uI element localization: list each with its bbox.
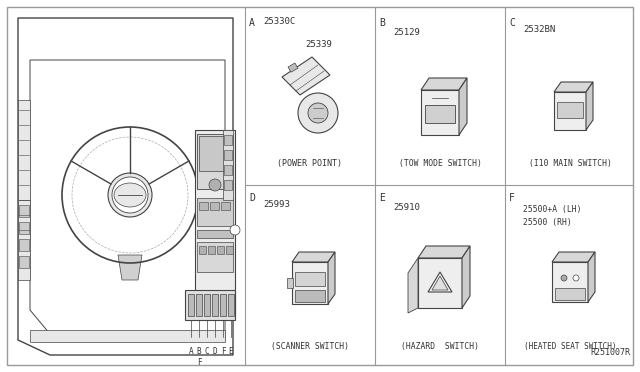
Text: (TOW MODE SWITCH): (TOW MODE SWITCH) — [399, 158, 481, 167]
Bar — [197, 198, 233, 226]
Bar — [425, 105, 455, 123]
Bar — [220, 294, 226, 316]
Text: 2532BN: 2532BN — [523, 25, 556, 34]
Bar — [195, 130, 235, 315]
Bar — [204, 294, 210, 316]
Ellipse shape — [114, 183, 146, 207]
Circle shape — [112, 177, 148, 213]
Bar — [199, 202, 208, 210]
Bar — [552, 262, 588, 302]
Text: A: A — [249, 18, 255, 28]
Bar — [197, 230, 233, 238]
Bar — [212, 294, 218, 316]
Text: 25500+A (LH): 25500+A (LH) — [523, 205, 582, 214]
Polygon shape — [118, 255, 142, 280]
Text: 25330C: 25330C — [263, 17, 295, 26]
Circle shape — [230, 225, 240, 235]
Bar — [221, 202, 230, 210]
Circle shape — [561, 275, 567, 281]
Bar — [421, 90, 459, 135]
Bar — [185, 290, 235, 320]
Circle shape — [298, 93, 338, 133]
Bar — [19, 256, 29, 268]
Bar — [224, 150, 232, 160]
Bar — [18, 200, 30, 280]
Polygon shape — [30, 60, 225, 340]
Text: E: E — [379, 193, 385, 203]
Bar — [223, 130, 233, 200]
Polygon shape — [432, 276, 448, 290]
Circle shape — [133, 190, 143, 200]
Bar — [287, 278, 293, 288]
Bar — [199, 136, 231, 171]
Text: A: A — [189, 347, 193, 356]
Bar — [554, 92, 586, 130]
Bar — [217, 246, 224, 254]
Bar — [224, 180, 232, 190]
Polygon shape — [282, 57, 330, 95]
Bar — [288, 63, 298, 72]
Text: R251007R: R251007R — [590, 348, 630, 357]
Text: F: F — [509, 193, 515, 203]
Polygon shape — [462, 246, 470, 308]
Bar — [199, 246, 206, 254]
Bar — [557, 102, 583, 118]
Polygon shape — [552, 252, 595, 262]
Polygon shape — [421, 78, 467, 90]
Bar — [210, 202, 219, 210]
Text: (SCANNER SWITCH): (SCANNER SWITCH) — [271, 343, 349, 352]
Bar — [418, 258, 462, 308]
Bar — [224, 165, 232, 175]
Bar — [555, 288, 585, 300]
Bar — [30, 330, 225, 342]
Bar — [295, 272, 325, 286]
Text: F: F — [221, 347, 225, 356]
Text: 25339: 25339 — [305, 40, 332, 49]
Text: D: D — [249, 193, 255, 203]
Text: 25129: 25129 — [393, 28, 420, 37]
Polygon shape — [588, 252, 595, 302]
Bar — [188, 294, 194, 316]
Bar — [19, 239, 29, 251]
Text: D: D — [212, 347, 218, 356]
Bar — [197, 134, 233, 189]
Bar — [196, 294, 202, 316]
Polygon shape — [328, 252, 335, 304]
Circle shape — [573, 275, 579, 281]
Circle shape — [308, 103, 328, 123]
Polygon shape — [408, 258, 418, 313]
Text: F: F — [196, 358, 202, 367]
Polygon shape — [418, 246, 470, 258]
Polygon shape — [292, 252, 335, 262]
Polygon shape — [18, 18, 233, 355]
Text: B: B — [196, 347, 202, 356]
Text: (POWER POINT): (POWER POINT) — [278, 158, 342, 167]
Bar — [19, 222, 29, 234]
Bar — [226, 246, 233, 254]
Text: 25993: 25993 — [263, 200, 290, 209]
Text: E: E — [228, 347, 234, 356]
Text: C: C — [205, 347, 209, 356]
Polygon shape — [459, 78, 467, 135]
Text: (HAZARD  SWITCH): (HAZARD SWITCH) — [401, 343, 479, 352]
Text: B: B — [379, 18, 385, 28]
Polygon shape — [554, 82, 593, 92]
Text: C: C — [509, 18, 515, 28]
Bar — [19, 205, 29, 217]
Circle shape — [108, 173, 152, 217]
Bar — [208, 246, 215, 254]
Bar — [295, 290, 325, 302]
Circle shape — [209, 179, 221, 191]
Polygon shape — [586, 82, 593, 130]
Text: 25500 (RH): 25500 (RH) — [523, 218, 572, 227]
Text: (HEATED SEAT SWITCH): (HEATED SEAT SWITCH) — [524, 343, 616, 352]
Bar — [224, 135, 232, 145]
Bar — [228, 294, 234, 316]
Bar — [292, 262, 328, 304]
Circle shape — [117, 190, 127, 200]
Text: (I10 MAIN SWITCH): (I10 MAIN SWITCH) — [529, 158, 611, 167]
Polygon shape — [18, 100, 30, 240]
Text: 25910: 25910 — [393, 203, 420, 212]
Bar — [197, 242, 233, 272]
